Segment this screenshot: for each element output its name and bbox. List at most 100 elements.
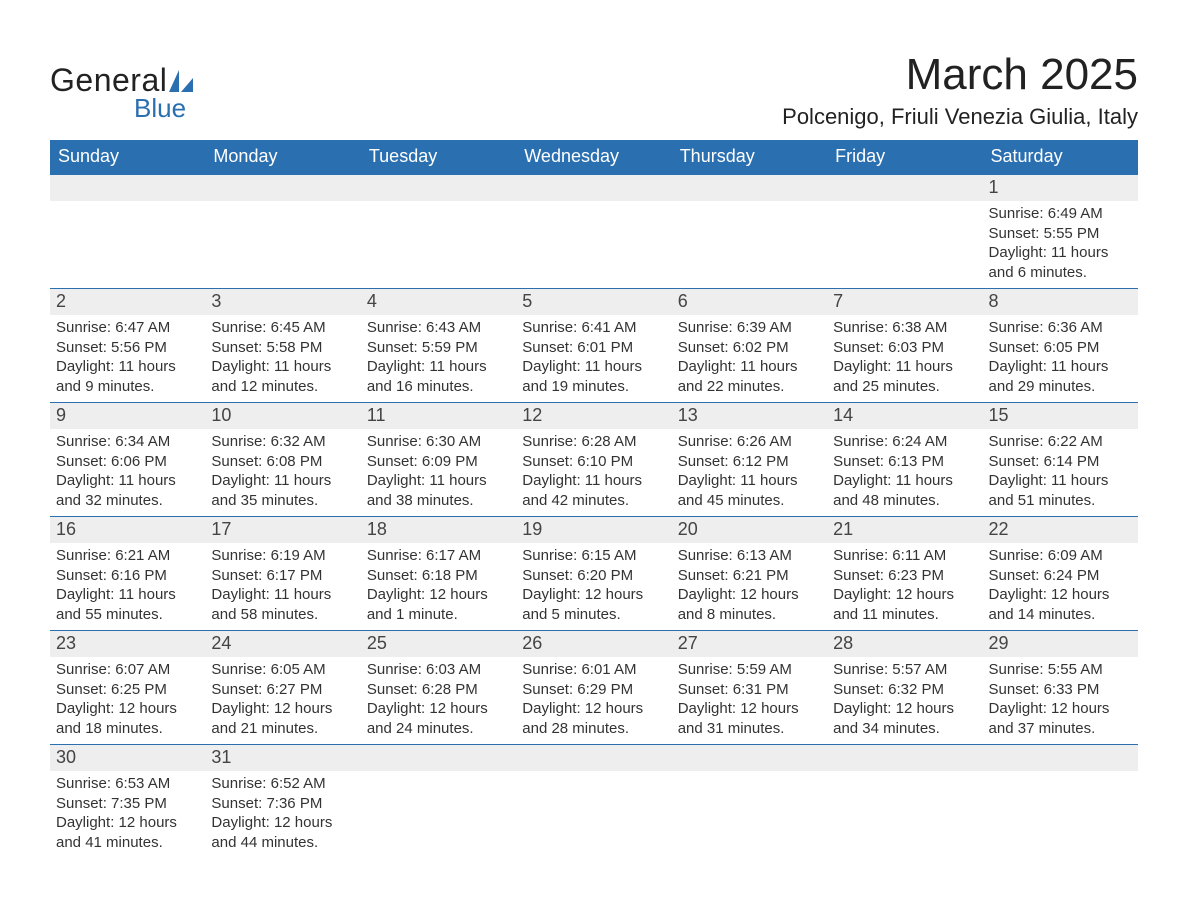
day-details: Sunrise: 6:07 AMSunset: 6:25 PMDaylight:… xyxy=(50,657,205,744)
day-number: 8 xyxy=(983,289,1138,315)
calendar-week-row: 1Sunrise: 6:49 AMSunset: 5:55 PMDaylight… xyxy=(50,175,1138,288)
sunset-line: Sunset: 6:09 PM xyxy=(367,452,510,472)
day-details: Sunrise: 6:13 AMSunset: 6:21 PMDaylight:… xyxy=(672,543,827,630)
day-details xyxy=(672,201,827,210)
sunrise-line: Sunrise: 6:41 AM xyxy=(522,318,665,338)
day-details: Sunrise: 5:59 AMSunset: 6:31 PMDaylight:… xyxy=(672,657,827,744)
calendar-empty-cell xyxy=(516,745,671,858)
sunset-line: Sunset: 7:35 PM xyxy=(56,794,199,814)
calendar-day-cell: 1Sunrise: 6:49 AMSunset: 5:55 PMDaylight… xyxy=(983,175,1138,288)
daylight-line: Daylight: 11 hours and 12 minutes. xyxy=(211,357,354,396)
calendar-day-cell: 21Sunrise: 6:11 AMSunset: 6:23 PMDayligh… xyxy=(827,517,982,630)
day-number: 7 xyxy=(827,289,982,315)
calendar-day-cell: 24Sunrise: 6:05 AMSunset: 6:27 PMDayligh… xyxy=(205,631,360,744)
day-number: 29 xyxy=(983,631,1138,657)
day-number: 9 xyxy=(50,403,205,429)
daylight-line: Daylight: 12 hours and 8 minutes. xyxy=(678,585,821,624)
calendar-day-cell: 26Sunrise: 6:01 AMSunset: 6:29 PMDayligh… xyxy=(516,631,671,744)
day-details: Sunrise: 6:49 AMSunset: 5:55 PMDaylight:… xyxy=(983,201,1138,288)
sunrise-line: Sunrise: 6:17 AM xyxy=(367,546,510,566)
day-details xyxy=(827,201,982,210)
sunrise-line: Sunrise: 6:47 AM xyxy=(56,318,199,338)
day-number: 23 xyxy=(50,631,205,657)
day-details: Sunrise: 6:52 AMSunset: 7:36 PMDaylight:… xyxy=(205,771,360,858)
sunset-line: Sunset: 6:21 PM xyxy=(678,566,821,586)
day-number xyxy=(672,175,827,201)
day-details: Sunrise: 6:15 AMSunset: 6:20 PMDaylight:… xyxy=(516,543,671,630)
daylight-line: Daylight: 11 hours and 19 minutes. xyxy=(522,357,665,396)
calendar-day-cell: 4Sunrise: 6:43 AMSunset: 5:59 PMDaylight… xyxy=(361,289,516,402)
sunset-line: Sunset: 7:36 PM xyxy=(211,794,354,814)
sunrise-line: Sunrise: 6:07 AM xyxy=(56,660,199,680)
day-number: 17 xyxy=(205,517,360,543)
calendar-day-cell: 13Sunrise: 6:26 AMSunset: 6:12 PMDayligh… xyxy=(672,403,827,516)
day-number: 3 xyxy=(205,289,360,315)
calendar-week-row: 23Sunrise: 6:07 AMSunset: 6:25 PMDayligh… xyxy=(50,630,1138,744)
sunrise-line: Sunrise: 6:15 AM xyxy=(522,546,665,566)
daylight-line: Daylight: 12 hours and 1 minute. xyxy=(367,585,510,624)
calendar-day-cell: 15Sunrise: 6:22 AMSunset: 6:14 PMDayligh… xyxy=(983,403,1138,516)
daylight-line: Daylight: 12 hours and 24 minutes. xyxy=(367,699,510,738)
calendar-day-cell: 7Sunrise: 6:38 AMSunset: 6:03 PMDaylight… xyxy=(827,289,982,402)
day-number: 14 xyxy=(827,403,982,429)
day-details: Sunrise: 6:47 AMSunset: 5:56 PMDaylight:… xyxy=(50,315,205,402)
daylight-line: Daylight: 11 hours and 58 minutes. xyxy=(211,585,354,624)
calendar-empty-cell xyxy=(361,745,516,858)
calendar-empty-cell xyxy=(827,745,982,858)
calendar-day-cell: 2Sunrise: 6:47 AMSunset: 5:56 PMDaylight… xyxy=(50,289,205,402)
day-details: Sunrise: 6:38 AMSunset: 6:03 PMDaylight:… xyxy=(827,315,982,402)
day-details: Sunrise: 6:39 AMSunset: 6:02 PMDaylight:… xyxy=(672,315,827,402)
sunrise-line: Sunrise: 6:49 AM xyxy=(989,204,1132,224)
day-number xyxy=(827,745,982,771)
sunset-line: Sunset: 6:18 PM xyxy=(367,566,510,586)
sunset-line: Sunset: 6:33 PM xyxy=(989,680,1132,700)
day-number xyxy=(50,175,205,201)
day-number: 15 xyxy=(983,403,1138,429)
day-details: Sunrise: 6:24 AMSunset: 6:13 PMDaylight:… xyxy=(827,429,982,516)
daylight-line: Daylight: 12 hours and 41 minutes. xyxy=(56,813,199,852)
calendar-empty-cell xyxy=(205,175,360,288)
calendar-empty-cell xyxy=(983,745,1138,858)
daylight-line: Daylight: 11 hours and 45 minutes. xyxy=(678,471,821,510)
day-of-week-header: Thursday xyxy=(672,140,827,175)
day-number xyxy=(361,745,516,771)
day-number: 16 xyxy=(50,517,205,543)
sunset-line: Sunset: 6:31 PM xyxy=(678,680,821,700)
day-number: 4 xyxy=(361,289,516,315)
sunset-line: Sunset: 6:28 PM xyxy=(367,680,510,700)
calendar-day-cell: 17Sunrise: 6:19 AMSunset: 6:17 PMDayligh… xyxy=(205,517,360,630)
sunrise-line: Sunrise: 5:57 AM xyxy=(833,660,976,680)
calendar-day-cell: 3Sunrise: 6:45 AMSunset: 5:58 PMDaylight… xyxy=(205,289,360,402)
sunset-line: Sunset: 6:10 PM xyxy=(522,452,665,472)
sunrise-line: Sunrise: 6:45 AM xyxy=(211,318,354,338)
daylight-line: Daylight: 12 hours and 37 minutes. xyxy=(989,699,1132,738)
sunrise-line: Sunrise: 6:03 AM xyxy=(367,660,510,680)
calendar-day-cell: 25Sunrise: 6:03 AMSunset: 6:28 PMDayligh… xyxy=(361,631,516,744)
calendar-day-cell: 5Sunrise: 6:41 AMSunset: 6:01 PMDaylight… xyxy=(516,289,671,402)
calendar-day-cell: 9Sunrise: 6:34 AMSunset: 6:06 PMDaylight… xyxy=(50,403,205,516)
daylight-line: Daylight: 12 hours and 18 minutes. xyxy=(56,699,199,738)
calendar-day-cell: 14Sunrise: 6:24 AMSunset: 6:13 PMDayligh… xyxy=(827,403,982,516)
day-number xyxy=(361,175,516,201)
daylight-line: Daylight: 12 hours and 14 minutes. xyxy=(989,585,1132,624)
day-number: 10 xyxy=(205,403,360,429)
calendar-day-cell: 8Sunrise: 6:36 AMSunset: 6:05 PMDaylight… xyxy=(983,289,1138,402)
sunset-line: Sunset: 6:29 PM xyxy=(522,680,665,700)
sunrise-line: Sunrise: 6:11 AM xyxy=(833,546,976,566)
sunrise-line: Sunrise: 6:30 AM xyxy=(367,432,510,452)
calendar-week-row: 9Sunrise: 6:34 AMSunset: 6:06 PMDaylight… xyxy=(50,402,1138,516)
sunrise-line: Sunrise: 6:09 AM xyxy=(989,546,1132,566)
sunset-line: Sunset: 5:59 PM xyxy=(367,338,510,358)
calendar-day-cell: 22Sunrise: 6:09 AMSunset: 6:24 PMDayligh… xyxy=(983,517,1138,630)
sunset-line: Sunset: 6:02 PM xyxy=(678,338,821,358)
calendar-week-row: 16Sunrise: 6:21 AMSunset: 6:16 PMDayligh… xyxy=(50,516,1138,630)
sunrise-line: Sunrise: 5:55 AM xyxy=(989,660,1132,680)
day-number xyxy=(516,175,671,201)
calendar-day-cell: 31Sunrise: 6:52 AMSunset: 7:36 PMDayligh… xyxy=(205,745,360,858)
sunset-line: Sunset: 6:14 PM xyxy=(989,452,1132,472)
calendar-week-row: 30Sunrise: 6:53 AMSunset: 7:35 PMDayligh… xyxy=(50,744,1138,858)
day-details: Sunrise: 6:19 AMSunset: 6:17 PMDaylight:… xyxy=(205,543,360,630)
header: General Blue March 2025 Polcenigo, Friul… xyxy=(50,50,1138,130)
calendar-day-cell: 11Sunrise: 6:30 AMSunset: 6:09 PMDayligh… xyxy=(361,403,516,516)
day-details xyxy=(516,201,671,210)
